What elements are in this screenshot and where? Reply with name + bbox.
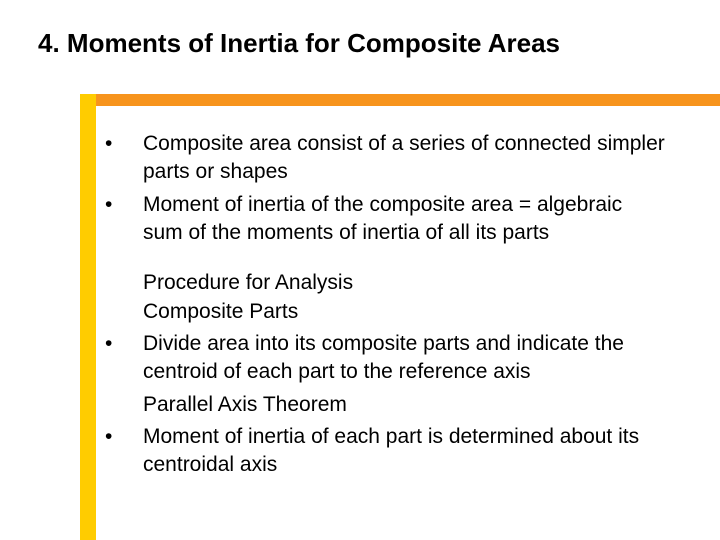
bullet-icon: • <box>105 423 143 451</box>
bullet-icon: • <box>105 330 143 358</box>
bullet-icon: • <box>105 130 143 158</box>
slide-title: 4. Moments of Inertia for Composite Area… <box>38 28 678 59</box>
section-label: • Procedure for Analysis <box>105 269 665 297</box>
bullet-text: Composite area consist of a series of co… <box>143 130 665 187</box>
accent-bar-vertical <box>80 94 96 540</box>
bullet-item: • Composite area consist of a series of … <box>105 130 665 187</box>
bullet-item: • Divide area into its composite parts a… <box>105 330 665 387</box>
bullet-icon: • <box>105 191 143 219</box>
section-label: • Parallel Axis Theorem <box>105 391 665 419</box>
bullet-item: • Moment of inertia of the composite are… <box>105 191 665 248</box>
section-label: • Composite Parts <box>105 298 665 326</box>
bullet-text: Divide area into its composite parts and… <box>143 330 665 387</box>
bullet-text: Moment of inertia of the composite area … <box>143 191 665 248</box>
bullet-item: • Moment of inertia of each part is dete… <box>105 423 665 480</box>
slide: 4. Moments of Inertia for Composite Area… <box>0 0 720 540</box>
slide-body: • Composite area consist of a series of … <box>105 130 665 484</box>
accent-bar-horizontal <box>96 94 720 106</box>
bullet-text: Moment of inertia of each part is determ… <box>143 423 665 480</box>
